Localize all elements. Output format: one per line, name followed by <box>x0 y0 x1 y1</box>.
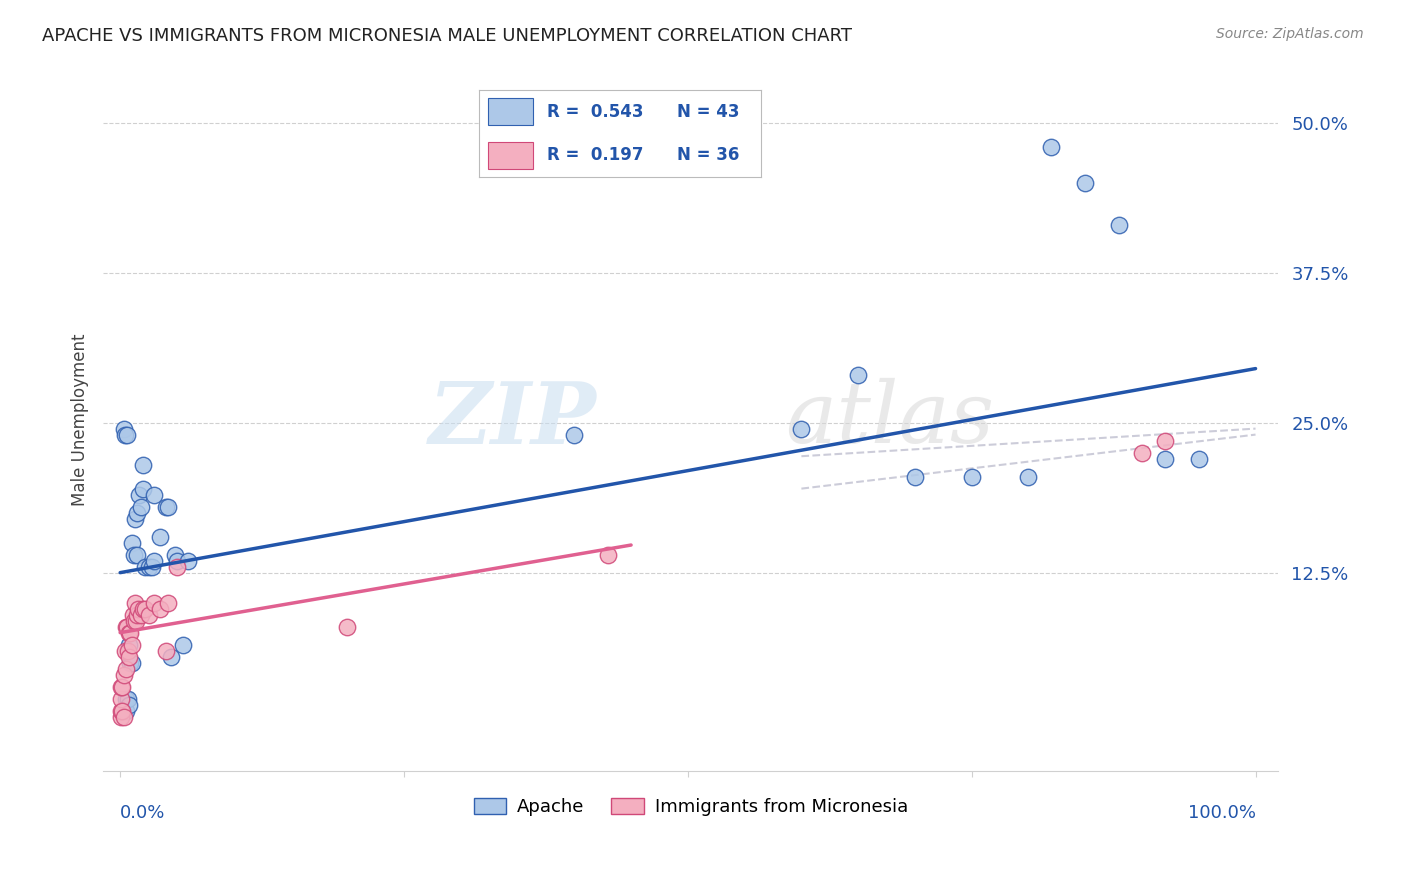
Point <box>111 680 134 694</box>
Point <box>134 601 156 615</box>
Point <box>122 614 145 628</box>
Point <box>114 427 136 442</box>
Point <box>122 548 145 562</box>
Point <box>143 554 166 568</box>
Point <box>129 607 152 622</box>
Point <box>121 535 143 549</box>
Text: ZIP: ZIP <box>429 378 596 461</box>
Point <box>1188 451 1211 466</box>
Point <box>134 559 156 574</box>
Point <box>127 506 149 520</box>
Point <box>110 704 132 718</box>
Point <box>118 638 141 652</box>
Point <box>112 667 135 681</box>
Point <box>114 691 136 706</box>
Point <box>141 559 163 574</box>
Point <box>124 596 146 610</box>
Text: Source: ZipAtlas.com: Source: ZipAtlas.com <box>1216 27 1364 41</box>
Point <box>562 427 585 442</box>
Point <box>120 656 142 670</box>
Point <box>118 649 141 664</box>
Point <box>166 559 188 574</box>
Legend: Apache, Immigrants from Micronesia: Apache, Immigrants from Micronesia <box>464 789 917 825</box>
Point <box>121 607 143 622</box>
Point <box>1074 176 1097 190</box>
Point <box>149 530 172 544</box>
Text: atlas: atlas <box>785 378 994 461</box>
Point <box>138 559 160 574</box>
Point <box>114 662 136 676</box>
Point <box>112 422 135 436</box>
Point <box>127 607 149 622</box>
Point <box>114 704 136 718</box>
Point <box>163 548 186 562</box>
Point <box>598 548 620 562</box>
Point <box>117 643 139 657</box>
Point <box>127 601 149 615</box>
Point <box>155 643 177 657</box>
Point <box>118 625 141 640</box>
Point <box>156 500 179 514</box>
Point <box>177 554 200 568</box>
Point <box>846 368 869 382</box>
Point <box>960 469 983 483</box>
Point <box>790 422 813 436</box>
Point <box>128 488 150 502</box>
Text: 100.0%: 100.0% <box>1188 805 1256 822</box>
Point <box>129 500 152 514</box>
Point <box>160 649 183 664</box>
Point <box>155 500 177 514</box>
Point <box>118 698 141 712</box>
Point <box>132 458 155 472</box>
Point <box>1040 139 1063 153</box>
Point <box>115 620 138 634</box>
Point <box>112 709 135 723</box>
Point <box>111 704 134 718</box>
Point <box>143 596 166 610</box>
Point <box>336 620 359 634</box>
Point <box>138 607 160 622</box>
Text: 0.0%: 0.0% <box>120 805 166 822</box>
Point <box>1017 469 1039 483</box>
Point <box>110 709 132 723</box>
Point <box>132 601 155 615</box>
Point <box>132 482 155 496</box>
Point <box>156 596 179 610</box>
Point <box>110 680 132 694</box>
Point <box>1153 434 1175 448</box>
Y-axis label: Male Unemployment: Male Unemployment <box>72 334 89 506</box>
Point <box>149 601 172 615</box>
Point <box>114 620 136 634</box>
Point <box>124 511 146 525</box>
Text: APACHE VS IMMIGRANTS FROM MICRONESIA MALE UNEMPLOYMENT CORRELATION CHART: APACHE VS IMMIGRANTS FROM MICRONESIA MAL… <box>42 27 852 45</box>
Point <box>1108 218 1130 232</box>
Point <box>1130 445 1153 459</box>
Point <box>121 656 143 670</box>
Point <box>904 469 927 483</box>
Point <box>110 691 132 706</box>
Point <box>117 691 139 706</box>
Point <box>1153 451 1175 466</box>
Point <box>115 427 138 442</box>
Point <box>127 548 149 562</box>
Point <box>121 638 143 652</box>
Point <box>143 488 166 502</box>
Point <box>125 614 148 628</box>
Point <box>166 554 188 568</box>
Point <box>114 643 136 657</box>
Point <box>172 638 194 652</box>
Point <box>120 625 142 640</box>
